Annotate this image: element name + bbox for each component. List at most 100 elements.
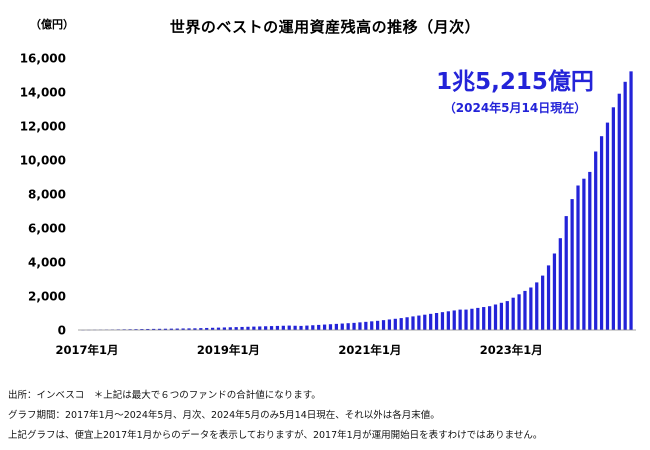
bar-2018-04 [169, 328, 173, 330]
chart-title: 世界のベストの運用資産残高の推移（月次） [169, 18, 481, 36]
bar-undefined [617, 93, 621, 330]
bar-2020-11 [352, 322, 356, 330]
bar-2021-11 [423, 314, 427, 330]
bar-2022-08 [476, 307, 480, 330]
bar-2024-03 [588, 171, 592, 330]
x-tick-label: 2017年1月 [55, 343, 118, 357]
bar-2018-10 [205, 327, 209, 330]
y-tick-label: 8,000 [28, 188, 66, 202]
bar-2023-11 [564, 216, 568, 330]
y-tick-label: 12,000 [20, 120, 66, 134]
bar-2019-06 [252, 326, 256, 330]
bar-2022-12 [499, 302, 504, 330]
bar-2020-08 [334, 323, 338, 330]
y-tick-label: 10,000 [20, 154, 66, 168]
bar-2019-12 [287, 325, 291, 330]
bar-2019-02 [228, 327, 232, 330]
latest-value-callout: 1兆5,215億円 [436, 69, 594, 95]
bar-2018-02 [157, 328, 162, 330]
y-tick-label: 14,000 [20, 86, 66, 100]
y-axis-unit-label: （億円） [30, 18, 74, 31]
bar-2020-03 [305, 325, 309, 330]
bar-2021-12 [429, 313, 433, 330]
bar-2021-05 [387, 319, 392, 330]
bar-2018-11 [210, 327, 215, 330]
footnote-period: グラフ期間：2017年1月～2024年5月、月次、2024年5月のみ5月14日現… [8, 410, 440, 421]
footnotes: 出所：インベスコ ＊上記は最大で６つのファンドの合計値になります。 グラフ期間：… [8, 386, 542, 446]
bar-2019-11 [281, 325, 285, 330]
bar-2022-02 [440, 312, 445, 330]
x-tick-label: 2019年1月 [197, 343, 260, 357]
bar-2020-02 [299, 325, 303, 330]
bar-2023-10 [558, 238, 562, 330]
bar-2017-11 [140, 329, 144, 330]
bar-2017-10 [134, 329, 138, 330]
bar-2019-09 [269, 326, 274, 330]
bar-2022-04 [452, 310, 456, 330]
y-tick-label: 6,000 [28, 222, 66, 236]
bar-2020-06 [322, 324, 327, 330]
footnote-disclaimer: 上記グラフは、便宜上2017年1月からのデータを表示しておりますが、2017年1… [8, 430, 543, 441]
bar-2020-12 [358, 322, 362, 330]
bar-2019-05 [246, 326, 250, 330]
bar-2022-10 [487, 306, 492, 330]
bar-2018-09 [199, 328, 203, 330]
x-axis-ticks: 2017年1月 2019年1月 2021年1月 2023年1月 [55, 343, 542, 357]
bar-2021-01 [364, 321, 368, 330]
bar-2020-07 [328, 324, 333, 330]
y-axis-ticks: 0 2,000 4,000 6,000 8,000 10,000 12,000 14,000 1… [20, 52, 66, 338]
bar-2018-12 [216, 327, 221, 330]
bar-2023-12 [570, 199, 574, 330]
y-tick-label: 2,000 [28, 290, 66, 304]
footnote-source: 出所：インベスコ ＊上記は最大で６つのファンドの合計値になります。 [8, 390, 321, 401]
bar-2021-08 [405, 317, 409, 330]
bar-2022-01 [434, 313, 439, 330]
bar-2018-06 [181, 328, 185, 330]
bar-2019-04 [240, 326, 244, 330]
y-tick-label: 16,000 [20, 52, 66, 66]
bar-2018-03 [163, 328, 168, 330]
bar-2017-12 [146, 328, 150, 330]
bar-2019-08 [264, 326, 268, 330]
x-tick-label: 2021年1月 [338, 343, 401, 357]
bar-2023-02 [511, 297, 515, 330]
bars-group [81, 71, 633, 331]
bar-2021-06 [393, 318, 397, 330]
bar-2020-01 [293, 325, 297, 330]
bar-undefined [605, 122, 610, 330]
bar-2023-09 [552, 253, 557, 330]
bar-2018-08 [193, 328, 197, 330]
bar-2019-01 [222, 327, 227, 330]
bar-2023-03 [517, 294, 521, 330]
bar-2024-05 [599, 136, 604, 330]
bar-2023-06 [535, 282, 539, 330]
bar-2020-09 [340, 323, 344, 330]
bar-2022-03 [446, 311, 450, 330]
bar-2021-04 [381, 320, 386, 330]
bar-2022-05 [458, 309, 462, 330]
bar-2023-08 [546, 265, 551, 330]
bar-2021-03 [376, 320, 380, 330]
bar-2024-02 [582, 178, 586, 330]
bar-2023-05 [529, 287, 533, 330]
bar-2019-10 [275, 325, 280, 330]
bar-2020-04 [311, 325, 315, 330]
bar-2023-01 [505, 301, 509, 330]
bar-chart: 0 2,000 4,000 6,000 8,000 10,000 12,000 14,000 1… [20, 52, 636, 357]
bar-2024-01 [576, 185, 580, 330]
latest-date-callout: （2024年5月14日現在） [443, 101, 587, 115]
bar-2023-04 [523, 290, 527, 330]
bar-2018-01 [152, 328, 156, 330]
bar-2020-10 [346, 323, 350, 330]
bar-2021-09 [411, 316, 415, 330]
bar-2022-07 [470, 308, 474, 330]
bar-undefined [623, 81, 627, 330]
bar-2018-07 [187, 328, 191, 330]
bar-2023-07 [541, 275, 545, 330]
bar-undefined [611, 107, 615, 330]
bar-2018-05 [175, 328, 179, 330]
y-tick-label: 0 [58, 324, 66, 338]
bar-2019-03 [234, 327, 238, 330]
bar-2019-07 [258, 326, 262, 330]
bar-2022-06 [464, 309, 468, 330]
